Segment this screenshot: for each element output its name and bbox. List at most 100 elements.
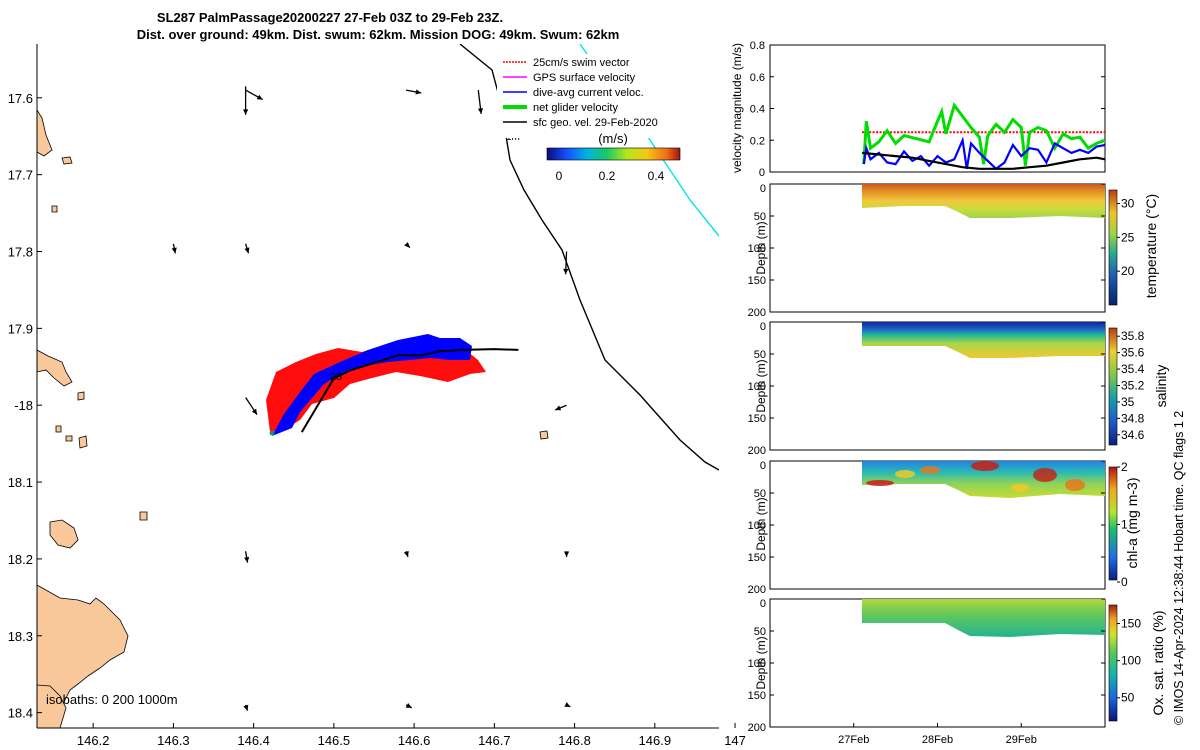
colorbar-tick-label: 35.8 (1121, 329, 1145, 343)
colorbar-tick-label: 35 (1121, 395, 1135, 409)
chla-patch (920, 466, 940, 474)
temperature-section (862, 184, 1105, 218)
map-y-tick-label: 17.9 (8, 321, 33, 336)
chla-patch (895, 470, 915, 478)
temperature-colorbar (1108, 189, 1118, 306)
geo-vector-arrow (405, 89, 422, 95)
temperature-ticks: 0 50 100 150 200 20 25 30 (748, 183, 1135, 319)
geo-vector-arrow (243, 704, 249, 711)
velocity-series-line (862, 136, 1106, 171)
depth-tick-label: 150 (748, 552, 766, 564)
geo-vector-arrow (243, 86, 249, 115)
velocity-y-tick-label: 0.4 (750, 104, 765, 116)
map-x-tick-label: 146.4 (237, 733, 270, 748)
map-x-tick-label: 146.2 (77, 733, 110, 748)
map-x-ticks: 146.2 146.3 146.4 146.5 146.6 146.7 146.8 146.9… (77, 723, 746, 748)
time-x-ticks: 27Feb 28Feb 29Feb (838, 723, 1037, 746)
geo-vector-arrow (726, 405, 731, 426)
chla-patch (866, 480, 894, 486)
colorbar-tick-label: 1 (1121, 518, 1128, 532)
chla-ylabel: Depth (m) (754, 497, 768, 550)
legend-entry-geo: sfc geo. vel. 29-Feb-2020 (503, 117, 658, 129)
depth-tick-label: 150 (748, 413, 766, 425)
land-coast-island (49, 519, 79, 549)
land-coast-southwest (37, 684, 67, 728)
geo-vector-arrow (405, 703, 413, 709)
legend-entry-dive-avg: dive-avg current veloc. (503, 87, 644, 99)
land-coast-north (37, 109, 53, 157)
map-panel: 28 1m isobaths: 0 200 1000m 25cm/s swim … (8, 44, 746, 748)
island-small-7 (539, 430, 549, 440)
geo-vector-arrow (244, 243, 250, 254)
map-x-tick-label: 147 (724, 733, 746, 748)
velocity-ylabel: velocity magnitude (m/s) (730, 43, 744, 173)
depth-tick-label: 50 (754, 626, 766, 638)
geo-vector-arrow (404, 241, 411, 249)
chla-patch (1033, 468, 1057, 482)
depth-tick-label: 50 (754, 349, 766, 361)
speed-colorbar-tick-0: 0 (556, 169, 563, 183)
depth-tick-label: 0 (760, 460, 766, 472)
geo-vector-arrow (563, 551, 570, 557)
depth-tick-label: 100 (748, 381, 766, 393)
glider-start-marker (269, 430, 275, 436)
depth-tick-label: 150 (748, 690, 766, 702)
chla-patch (1065, 479, 1085, 491)
dive-avg-vectors-blue (272, 334, 472, 436)
island-small-1 (61, 156, 73, 165)
colorbar-tick-label: 34.8 (1121, 411, 1145, 425)
map-x-tick-label: 146.7 (478, 733, 511, 748)
velocity-panel: 0 0.2 0.4 0.6 0.8 velocity magnitude (m/s) (730, 40, 1106, 179)
colorbar-tick-label: 2 (1121, 460, 1128, 474)
geo-vector-arrow (245, 89, 264, 101)
figure-title-line1: SL287 PalmPassage20200227 27-Feb 03Z to … (157, 10, 503, 25)
map-x-tick-label: 146.3 (157, 733, 190, 748)
swim-vectors-red (266, 343, 486, 432)
oxygen-ticks: 0 50 100 150 200 50 100 150 (748, 598, 1142, 734)
depth-tick-label: 0 (760, 598, 766, 610)
depth-tick-label: 0 (760, 183, 766, 195)
velocity-series (861, 102, 1106, 171)
geo-vector-arrow (727, 259, 735, 305)
velocity-axes-box (769, 44, 1106, 173)
depth-tick-label: 50 (754, 488, 766, 500)
legend-label-dive-avg: dive-avg current veloc. (533, 87, 644, 99)
colorbar-tick-label: 20 (1121, 264, 1135, 278)
map-y-tick-label: 17.7 (8, 168, 33, 183)
map-x-tick-label: 146.6 (398, 733, 431, 748)
island-small-4 (55, 425, 62, 433)
velocity-series-line (861, 151, 1106, 170)
track-day-label-28: 28 (330, 371, 342, 383)
map-x-tick-label: 146.8 (558, 733, 591, 748)
legend-label-gps: GPS surface velocity (533, 72, 636, 84)
salinity-ticks: 0 50 100 150 200 34.6 34.8 35 35.2 35.4 35.6 35.8 (748, 321, 1145, 457)
time-tick-label: 29Feb (1006, 734, 1037, 746)
salinity-panel: Depth (m) salinity 0 50 100 150 200 34.6 34.8 3… (748, 321, 1169, 457)
velocity-y-tick-label: 0.6 (750, 72, 765, 84)
depth-tick-label: 100 (748, 520, 766, 532)
map-y-tick-label: 18.1 (8, 475, 33, 490)
salinity-ylabel: Depth (m) (754, 359, 768, 412)
chla-clabel: chl-a (mg m-3) (1124, 477, 1140, 568)
colorbar-tick-label: 30 (1121, 197, 1135, 211)
legend-label-swim: 25cm/s swim vector (533, 57, 630, 69)
map-x-tick-label: 146.5 (318, 733, 351, 748)
depth-tick-label: 200 (748, 722, 766, 734)
island-small-3 (77, 391, 85, 401)
speed-colorbar-tick-1: 0.2 (599, 169, 616, 183)
geo-vector-arrow (244, 551, 250, 563)
speed-colorbar-label: (m/s) (598, 131, 628, 146)
speed-colorbar-gradient (546, 147, 681, 161)
time-tick-label: 28Feb (922, 734, 953, 746)
depth-tick-label: 100 (748, 658, 766, 670)
colorbar-tick-label: 34.6 (1121, 428, 1145, 442)
land-polygons (37, 109, 549, 728)
oxygen-panel: Depth (m) Ox. sat. ratio (%) 0 50 100 150 20… (748, 598, 1166, 746)
velocity-y-ticks: 0 0.2 0.4 0.6 0.8 (750, 40, 1105, 179)
legend-entry-swim: 25cm/s swim vector (503, 57, 630, 69)
land-coast-west (37, 349, 73, 387)
colorbar-tick-label: 50 (1121, 691, 1135, 705)
geo-vector-arrow (722, 557, 728, 562)
colorbar-tick-label: 150 (1121, 617, 1141, 631)
